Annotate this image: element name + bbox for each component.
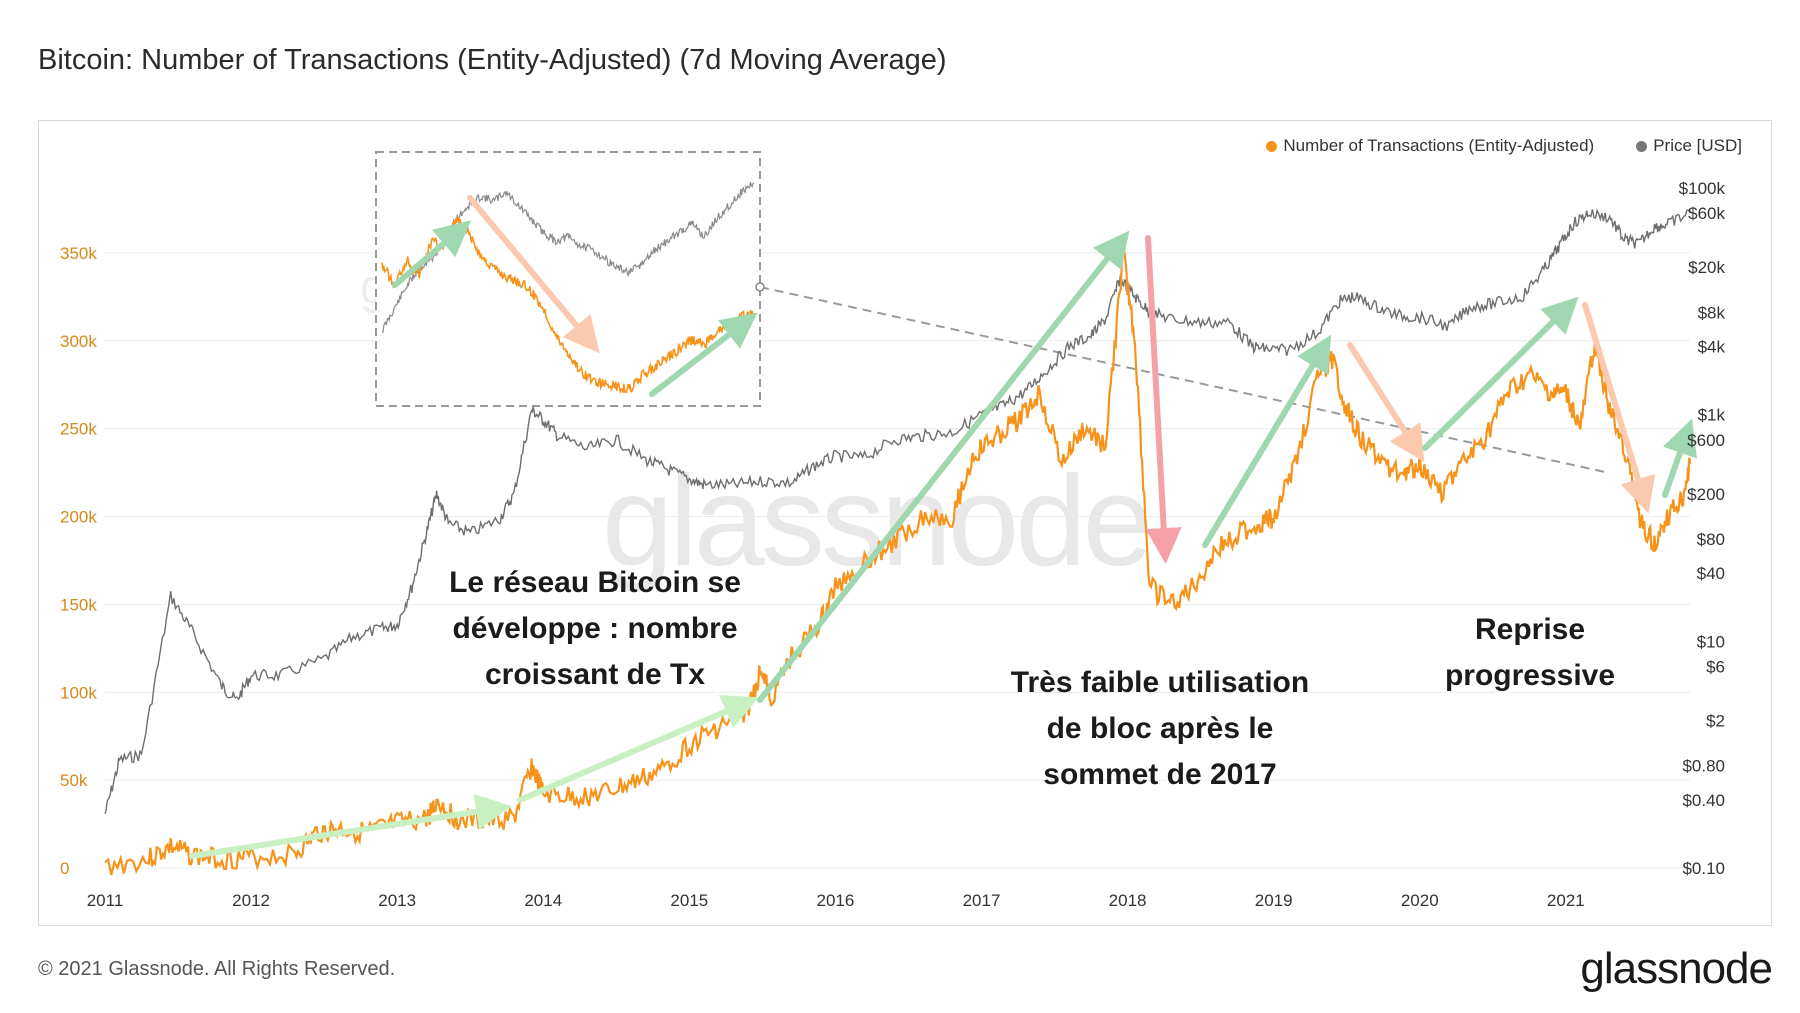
right-axis-tick-label: $8k	[1698, 303, 1726, 322]
left-axis-tick-label: 50k	[60, 771, 88, 790]
right-axis-tick-label: $0.40	[1682, 791, 1725, 810]
trend-arrow	[392, 220, 472, 288]
right-axis-tick-label: $100k	[1679, 179, 1726, 198]
x-axis-tick-label: 2019	[1255, 891, 1293, 910]
annotation-recovery-line: Reprise	[1474, 613, 1586, 646]
x-axis-tick-label: 2017	[963, 891, 1001, 910]
right-axis-tick-label: $1k	[1698, 406, 1726, 425]
chart-title: Bitcoin: Number of Transactions (Entity-…	[38, 44, 947, 76]
x-axis-tick-label: 2012	[232, 891, 270, 910]
annotation-growth-line: Le réseau Bitcoin se	[449, 566, 741, 599]
inset-box	[375, 151, 1606, 473]
annotation-low-usage: Très faible utilisation de bloc après le…	[980, 660, 1340, 798]
legend-dot-price	[1636, 140, 1648, 152]
right-axis-tick-label: $0.80	[1682, 757, 1725, 776]
trend-arrow	[1662, 418, 1697, 498]
trend-arrow	[1202, 334, 1332, 548]
annotation-low-line: sommet de 2017	[1043, 758, 1277, 791]
left-axis-ticks: 0 50k 100k 150k 200k 250k 300k 350k	[60, 244, 97, 878]
trend-arrow	[1582, 302, 1656, 514]
left-axis-tick-label: 250k	[60, 420, 97, 439]
right-axis-tick-label: $6	[1706, 657, 1725, 676]
trend-arrow	[1145, 235, 1182, 564]
annotation-growth-line: croissant de Tx	[484, 658, 706, 691]
trend-arrow	[757, 230, 1130, 703]
x-axis-tick-label: 2013	[378, 891, 416, 910]
annotation-recovery-line: progressive	[1444, 659, 1616, 692]
x-axis-tick-label: 2011	[87, 891, 124, 910]
watermark: glassnode	[602, 450, 1154, 593]
x-axis-tick-label: 2014	[524, 891, 562, 910]
trend-arrow	[189, 793, 512, 859]
inset-connector	[759, 286, 1606, 473]
left-axis-tick-label: 100k	[60, 683, 97, 702]
left-axis-tick-label: 300k	[60, 332, 97, 351]
x-axis-tick-label: 2015	[670, 891, 708, 910]
price-line	[104, 208, 1691, 815]
left-axis-tick-label: 150k	[60, 595, 97, 614]
annotation-growth-line: développe : nombre	[452, 612, 738, 645]
x-axis-tick-label: 2016	[817, 891, 855, 910]
trend-arrow	[1347, 342, 1425, 463]
right-axis-tick-label: $2	[1706, 712, 1725, 731]
annotation-recovery: Reprise progressive	[1420, 607, 1640, 699]
left-axis-tick-label: 350k	[60, 244, 97, 263]
right-axis-tick-label: $20k	[1688, 258, 1725, 277]
legend-item-price[interactable]: Price [USD]	[1636, 136, 1742, 156]
right-axis-tick-label: $10	[1697, 632, 1725, 651]
trend-arrow	[1422, 296, 1579, 451]
legend-dot-transactions	[1266, 140, 1278, 152]
x-axis-tick-label: 2020	[1401, 891, 1439, 910]
annotation-low-line: Très faible utilisation	[1010, 666, 1310, 699]
chart-frame	[38, 120, 1772, 926]
trend-arrows	[189, 195, 1697, 859]
annotation-low-line: de bloc après le	[1046, 712, 1274, 745]
x-axis-tick-label: 2021	[1547, 891, 1585, 910]
legend: Number of Transactions (Entity-Adjusted)…	[1266, 136, 1742, 156]
right-axis-tick-label: $600	[1687, 431, 1725, 450]
copyright: © 2021 Glassnode. All Rights Reserved.	[38, 958, 396, 980]
right-axis-tick-label: $40	[1697, 564, 1725, 583]
right-axis-ticks: $0.10 $0.40 $0.80 $2 $6 $10 $40 $80 $200 $600 $1k $…	[1679, 179, 1726, 878]
inset-connector-dot	[755, 282, 765, 292]
brand-logo[interactable]: glassnode	[1580, 944, 1773, 993]
right-axis-tick-label: $4k	[1698, 337, 1726, 356]
left-axis-tick-label: 200k	[60, 508, 97, 527]
trend-arrow	[649, 312, 758, 397]
right-axis-tick-label: $0.10	[1682, 859, 1725, 878]
price-series	[104, 208, 1691, 815]
right-axis-tick-label: $200	[1687, 485, 1725, 504]
legend-label-price: Price [USD]	[1653, 136, 1742, 155]
grid	[105, 252, 1690, 869]
right-axis-tick-label: $60k	[1688, 204, 1725, 223]
annotation-growth: Le réseau Bitcoin se développe : nombre …	[430, 560, 760, 698]
x-axis-tick-label: 2018	[1109, 891, 1147, 910]
legend-item-transactions[interactable]: Number of Transactions (Entity-Adjusted)	[1266, 136, 1594, 156]
inset-frame	[375, 151, 761, 407]
tx-series	[104, 242, 1692, 876]
left-axis-tick-label: 0	[60, 859, 69, 878]
transactions-line	[104, 242, 1692, 876]
x-axis-ticks: 2011 2012 2013 2014 2015 2016 2017 2018 2019 2020…	[87, 891, 1585, 910]
trend-arrow	[467, 195, 600, 354]
right-axis-tick-label: $80	[1697, 530, 1725, 549]
legend-label-transactions: Number of Transactions (Entity-Adjusted)	[1283, 136, 1595, 155]
trend-arrow	[517, 694, 760, 803]
